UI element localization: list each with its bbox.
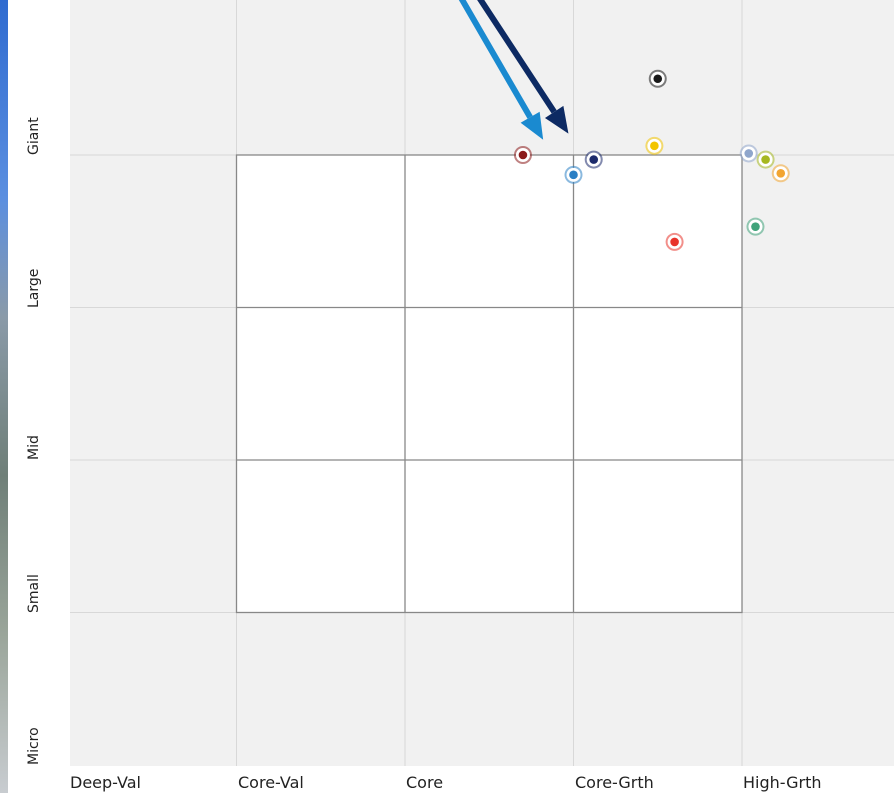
x-tick-label: High-Grth	[743, 773, 822, 792]
point-dot	[670, 237, 679, 247]
arrow-head	[520, 111, 544, 140]
arrow	[477, 0, 569, 134]
point-dot	[761, 155, 770, 164]
y-tick-label: Micro	[26, 727, 42, 765]
y-tick-label: Small	[26, 574, 42, 613]
data-point	[665, 232, 684, 251]
arrow-shaft	[458, 0, 533, 119]
point-dot	[751, 222, 760, 231]
data-point	[513, 146, 532, 164]
background-photo-strip	[0, 0, 8, 793]
point-dot	[653, 74, 663, 84]
point-dot	[589, 155, 599, 164]
point-dot	[518, 150, 528, 160]
arrow	[458, 0, 544, 140]
data-point	[739, 144, 758, 163]
arrows	[458, 0, 569, 140]
x-tick-label: Core	[406, 773, 443, 792]
point-dot	[650, 141, 659, 151]
arrow-shaft	[477, 0, 557, 114]
style-box-grid	[236, 155, 742, 613]
data-point	[648, 69, 667, 88]
data-points	[513, 69, 790, 251]
y-tick-label: Large	[26, 269, 42, 308]
data-point	[756, 150, 775, 169]
data-point	[645, 136, 664, 155]
data-point	[771, 164, 790, 183]
arrow-head	[544, 105, 569, 134]
x-tick-label: Deep-Val	[70, 773, 141, 792]
point-dot	[569, 170, 578, 180]
x-tick-label: Core-Val	[238, 773, 304, 792]
data-point	[564, 165, 583, 184]
point-dot	[744, 149, 754, 158]
y-tick-label: Giant	[26, 117, 42, 155]
data-point	[584, 150, 603, 169]
style-box-outline	[235, 154, 743, 614]
point-dot	[776, 169, 786, 178]
x-tick-label: Core-Grth	[575, 773, 654, 792]
data-point	[746, 217, 765, 236]
y-tick-label: Mid	[26, 435, 42, 460]
